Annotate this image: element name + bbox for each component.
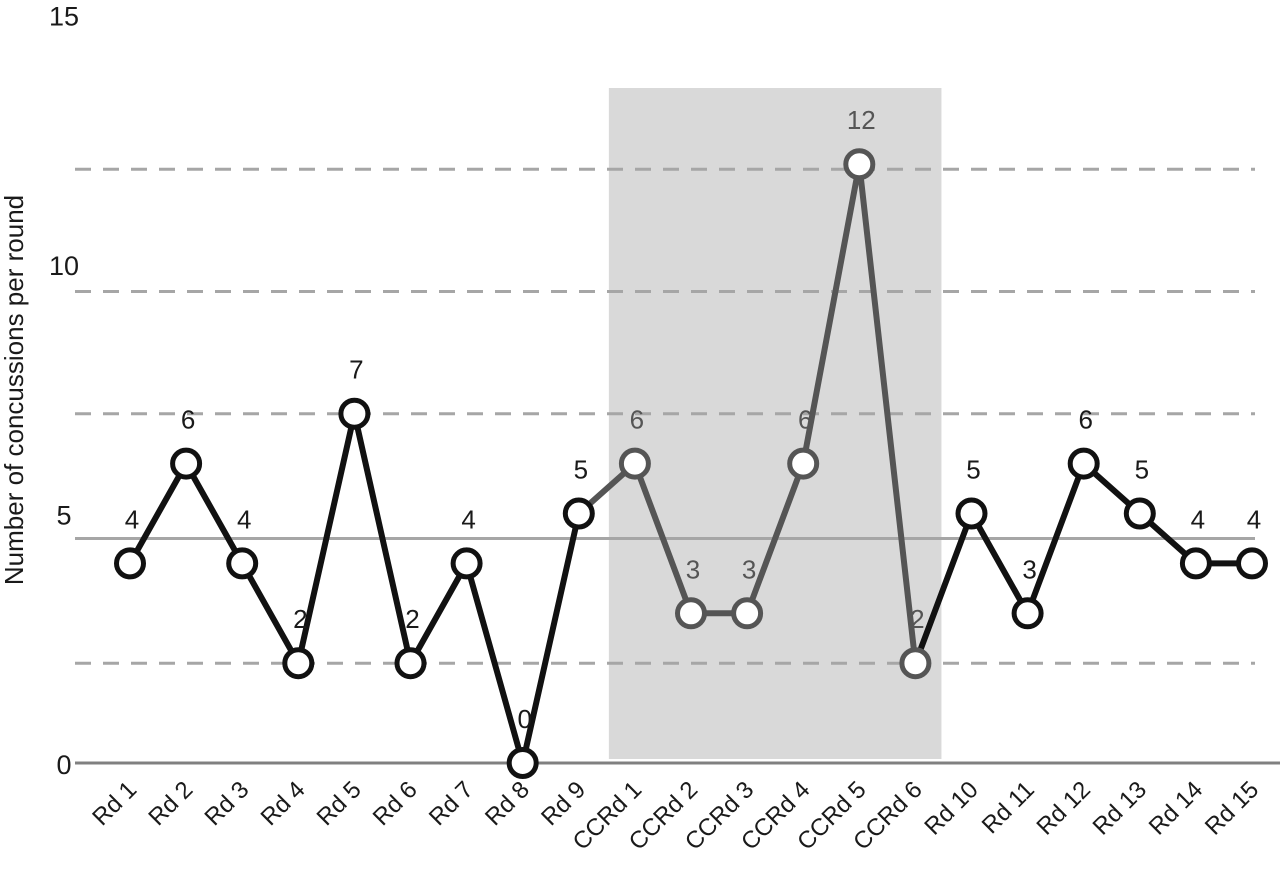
series-segment bbox=[183, 460, 246, 567]
data-label: 6 bbox=[1078, 405, 1092, 435]
series-segment bbox=[968, 510, 1031, 617]
data-point bbox=[1011, 597, 1044, 630]
x-tick-label: Rd 3 bbox=[199, 776, 254, 831]
series-segment bbox=[631, 460, 694, 617]
data-label: 6 bbox=[630, 405, 644, 435]
highlight-band-layer bbox=[608, 88, 942, 759]
series-segment bbox=[239, 560, 302, 667]
series-segment bbox=[1024, 460, 1087, 617]
data-point bbox=[338, 397, 371, 430]
y-axis-label: Number of concussions per round bbox=[0, 195, 29, 585]
data-point bbox=[955, 497, 988, 530]
series-segment bbox=[519, 510, 582, 766]
series-segment bbox=[295, 410, 358, 667]
data-point bbox=[675, 597, 707, 630]
x-tick-label: Rd 7 bbox=[424, 776, 479, 831]
series-segment bbox=[744, 460, 807, 617]
data-label: 5 bbox=[1135, 455, 1149, 485]
data-point bbox=[450, 547, 483, 580]
series-segment bbox=[800, 161, 863, 467]
data-label: 5 bbox=[574, 455, 588, 485]
data-point bbox=[170, 447, 203, 480]
data-point bbox=[562, 497, 595, 530]
data-label: 2 bbox=[910, 604, 924, 634]
data-label: 6 bbox=[798, 405, 812, 435]
x-tick-label: Rd 12 bbox=[1032, 776, 1096, 840]
highlight-band bbox=[608, 88, 942, 759]
x-tick-label: Rd 2 bbox=[143, 776, 198, 831]
data-point bbox=[1236, 547, 1268, 580]
data-label: 5 bbox=[966, 455, 980, 485]
y-tick-label: 15 bbox=[49, 2, 79, 32]
x-tick-label: Rd 1 bbox=[87, 776, 142, 831]
x-tick-label: Rd 10 bbox=[919, 776, 983, 840]
y-tick-label: 5 bbox=[56, 501, 71, 531]
series-segment bbox=[912, 510, 975, 667]
y-tick-labels-layer: 0 5 10 15 bbox=[49, 2, 79, 781]
data-label: 4 bbox=[237, 504, 251, 534]
data-label: 6 bbox=[181, 405, 195, 435]
data-label: 2 bbox=[405, 604, 419, 634]
data-point bbox=[1179, 547, 1212, 580]
data-point bbox=[1123, 497, 1156, 530]
data-point bbox=[394, 647, 427, 680]
series-segment bbox=[407, 560, 470, 667]
data-point bbox=[731, 597, 764, 630]
data-point bbox=[114, 547, 146, 580]
data-label: 4 bbox=[1247, 504, 1261, 534]
x-tick-label: Rd 4 bbox=[256, 776, 311, 831]
x-tick-label: Rd 11 bbox=[977, 776, 1040, 839]
x-tick-label: Rd 14 bbox=[1144, 776, 1208, 840]
data-label: 4 bbox=[125, 504, 139, 534]
data-point bbox=[506, 747, 539, 779]
data-label: 3 bbox=[1022, 554, 1036, 584]
data-point bbox=[843, 148, 876, 181]
data-label: 7 bbox=[349, 355, 363, 385]
x-tick-label: Rd 8 bbox=[480, 776, 535, 831]
data-labels-layer: 4 6 4 2 7 2 4 0 5 6 3 3 6 12 2 5 3 6 5 4 4 bbox=[125, 105, 1261, 734]
series-segment bbox=[127, 460, 190, 567]
y-tick-label: 0 bbox=[56, 750, 71, 780]
series-line-layer bbox=[127, 161, 1255, 766]
x-tick-labels-layer: Rd 1 Rd 2 Rd 3 Rd 4 Rd 5 Rd 6 Rd 7 Rd 8 Rd 9CCRd… bbox=[87, 776, 1264, 855]
data-label: 2 bbox=[293, 604, 307, 634]
data-label: 0 bbox=[517, 704, 531, 734]
series-segment bbox=[856, 161, 919, 667]
data-label: 3 bbox=[742, 554, 756, 584]
x-tick-label: Rd 6 bbox=[368, 776, 423, 831]
data-label: 12 bbox=[847, 105, 876, 135]
series-points-layer bbox=[114, 148, 1268, 779]
x-tick-label: Rd 13 bbox=[1088, 776, 1152, 840]
data-label: 4 bbox=[1191, 504, 1205, 534]
data-point bbox=[226, 547, 259, 580]
y-tick-label: 10 bbox=[49, 251, 79, 281]
data-point bbox=[618, 447, 651, 480]
data-label: 3 bbox=[686, 554, 700, 584]
data-label: 4 bbox=[461, 504, 475, 534]
data-point bbox=[282, 647, 315, 680]
series-segment bbox=[463, 560, 526, 766]
series-segment bbox=[351, 410, 414, 667]
x-tick-label: Rd 5 bbox=[312, 776, 367, 831]
data-point bbox=[787, 447, 820, 480]
x-tick-label: Rd 15 bbox=[1200, 776, 1264, 840]
data-point bbox=[899, 647, 932, 680]
data-point bbox=[1067, 447, 1100, 480]
